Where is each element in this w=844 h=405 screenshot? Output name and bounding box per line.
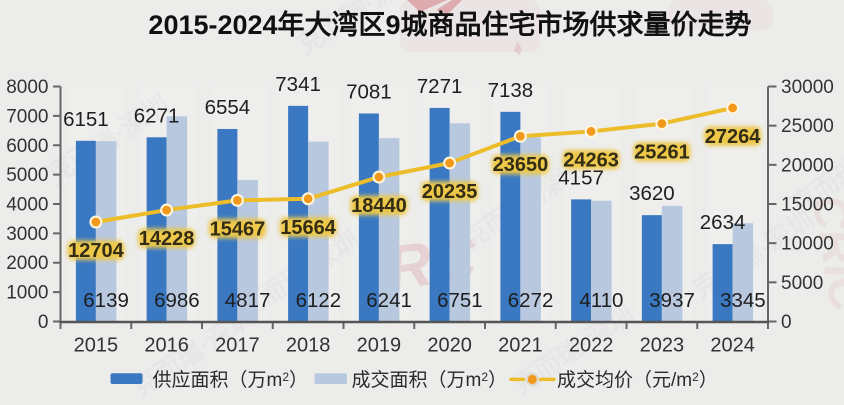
svg-text:成交均价（元/m2）: 成交均价（元/m2） <box>557 369 718 391</box>
svg-text:25261: 25261 <box>634 142 690 164</box>
svg-text:20235: 20235 <box>422 181 478 203</box>
svg-text:6122: 6122 <box>296 289 342 312</box>
svg-text:0: 0 <box>781 312 792 333</box>
svg-text:12704: 12704 <box>68 240 124 262</box>
svg-text:4110: 4110 <box>579 289 623 312</box>
svg-text:3937: 3937 <box>649 289 695 312</box>
svg-text:供应面积（万m2）: 供应面积（万m2） <box>153 369 309 391</box>
svg-text:6272: 6272 <box>508 289 554 312</box>
svg-text:14228: 14228 <box>139 228 195 250</box>
svg-text:18440: 18440 <box>351 195 407 217</box>
svg-text:6241: 6241 <box>366 289 412 312</box>
svg-text:27264: 27264 <box>705 126 761 148</box>
svg-text:15000: 15000 <box>781 195 834 216</box>
svg-text:3620: 3620 <box>629 182 675 205</box>
svg-text:5000: 5000 <box>781 273 823 294</box>
svg-text:2015-2024年大湾区9城商品住宅市场供求量价走势: 2015-2024年大湾区9城商品住宅市场供求量价走势 <box>148 9 751 40</box>
svg-text:2024: 2024 <box>710 335 755 357</box>
svg-text:6986: 6986 <box>154 289 200 312</box>
svg-text:7271: 7271 <box>417 75 463 98</box>
svg-text:15467: 15467 <box>210 218 266 240</box>
svg-text:8000: 8000 <box>6 77 48 98</box>
svg-text:2022: 2022 <box>569 335 614 357</box>
svg-text:6554: 6554 <box>205 96 251 119</box>
svg-text:2023: 2023 <box>640 335 685 357</box>
svg-text:1000: 1000 <box>6 283 48 304</box>
svg-text:2018: 2018 <box>286 335 331 357</box>
svg-text:4000: 4000 <box>6 195 48 216</box>
svg-text:10000: 10000 <box>781 234 834 255</box>
svg-text:2000: 2000 <box>6 253 48 274</box>
svg-text:3345: 3345 <box>720 289 766 312</box>
svg-text:6000: 6000 <box>6 136 48 157</box>
svg-text:6271: 6271 <box>134 104 180 127</box>
svg-text:2634: 2634 <box>700 211 746 234</box>
svg-text:24263: 24263 <box>563 149 619 171</box>
svg-text:7000: 7000 <box>6 106 48 127</box>
svg-text:0: 0 <box>38 312 49 333</box>
svg-text:2020: 2020 <box>427 335 472 357</box>
svg-text:15664: 15664 <box>280 217 336 239</box>
svg-text:3000: 3000 <box>6 224 48 245</box>
svg-text:4157: 4157 <box>558 166 604 189</box>
svg-text:2021: 2021 <box>498 335 543 357</box>
svg-text:7138: 7138 <box>488 79 534 102</box>
svg-text:6151: 6151 <box>63 108 109 131</box>
svg-text:2015: 2015 <box>74 335 119 357</box>
svg-text:20000: 20000 <box>781 155 834 176</box>
svg-text:2016: 2016 <box>144 335 189 357</box>
svg-text:成交面积（万m2）: 成交面积（万m2） <box>352 369 508 391</box>
svg-text:30000: 30000 <box>781 77 834 98</box>
svg-text:6139: 6139 <box>83 289 129 312</box>
svg-text:4817: 4817 <box>225 289 271 312</box>
svg-text:25000: 25000 <box>781 116 834 137</box>
svg-text:5000: 5000 <box>6 165 48 186</box>
svg-text:23650: 23650 <box>493 154 549 176</box>
svg-text:6751: 6751 <box>437 289 483 312</box>
svg-text:7341: 7341 <box>275 73 321 96</box>
svg-text:7081: 7081 <box>346 81 392 104</box>
svg-text:2017: 2017 <box>215 335 260 357</box>
svg-text:2019: 2019 <box>357 335 402 357</box>
